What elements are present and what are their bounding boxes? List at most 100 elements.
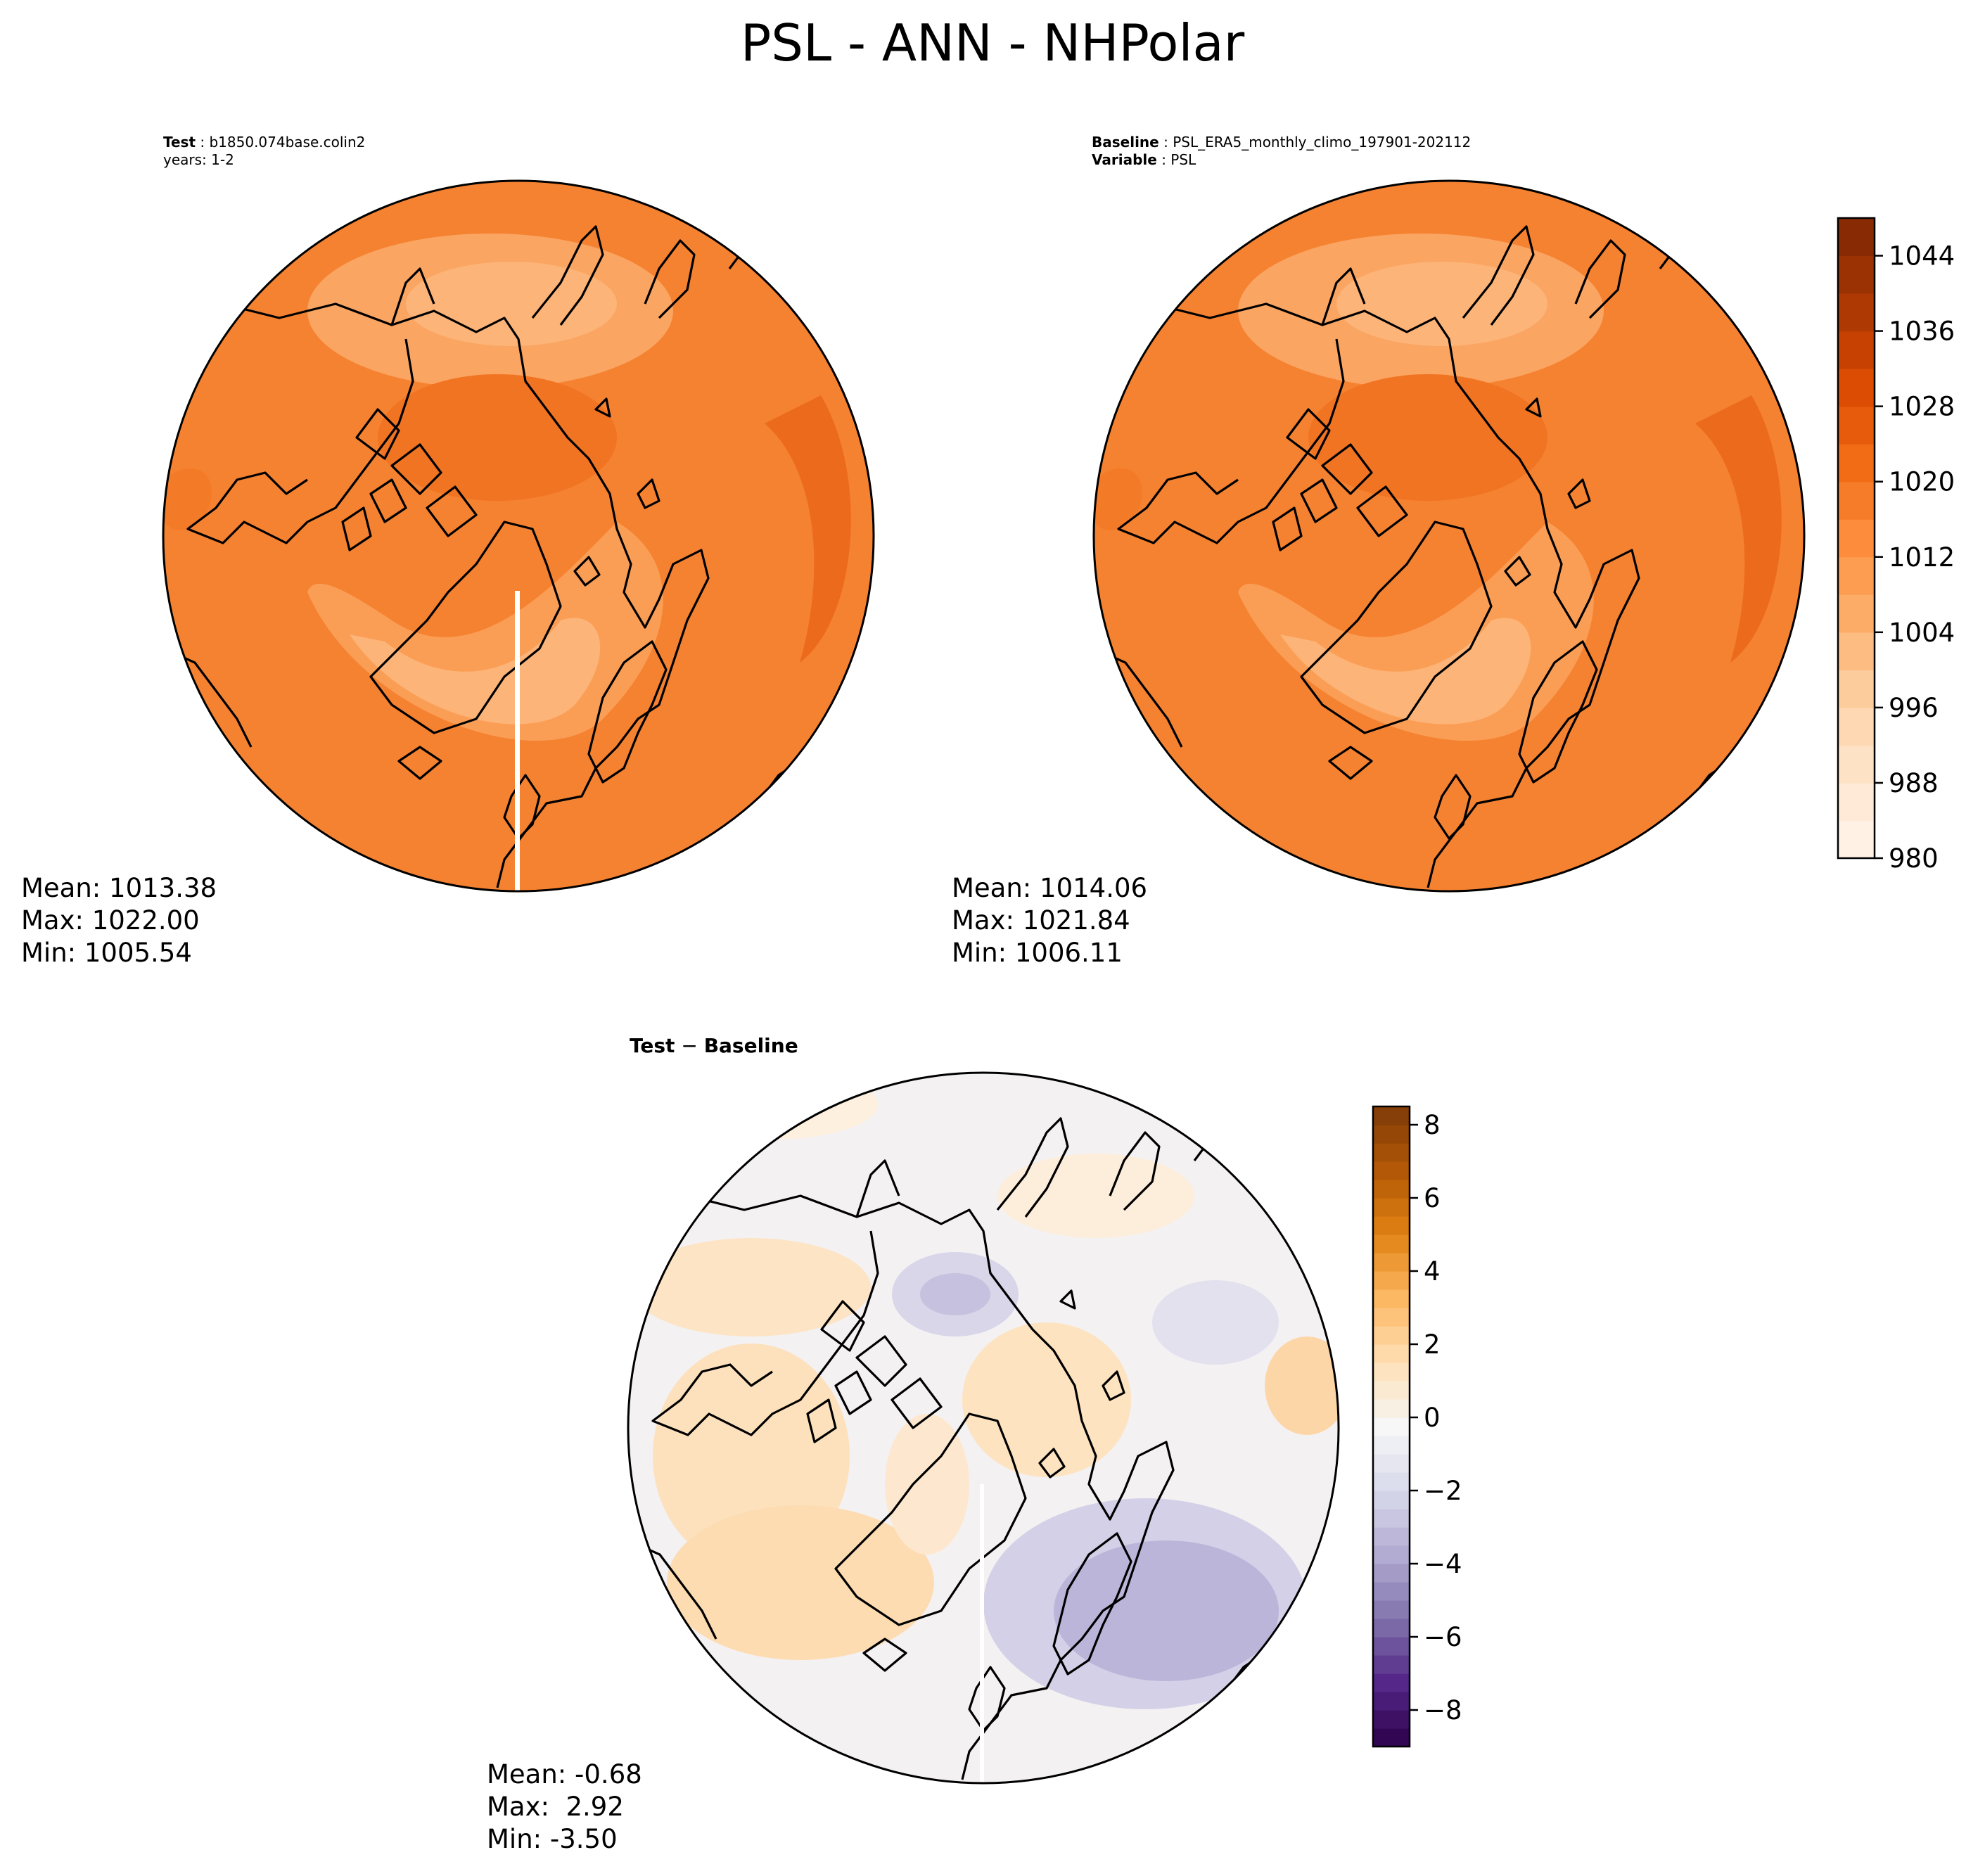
colorbar-difference-band: [1373, 1655, 1410, 1674]
colorbar-difference-band: [1373, 1308, 1410, 1327]
colorbar-difference-band: [1373, 1344, 1410, 1363]
figure-title: PSL - ANN - NHPolar: [740, 13, 1245, 72]
colorbar-absolute-band: [1838, 406, 1875, 445]
baseline-case-name: PSL_ERA5_monthly_climo_197901-202112: [1173, 134, 1472, 151]
baseline-mean: Mean: 1014.06: [952, 873, 1148, 903]
diff-title-operator: −: [675, 1034, 704, 1057]
test-label: Test: [163, 134, 196, 151]
colorbar-difference-band: [1373, 1363, 1410, 1382]
colorbar-absolute-tick-label: 980: [1889, 843, 1939, 874]
colorbar-difference-band: [1373, 1600, 1410, 1619]
colorbar-difference-band: [1373, 1436, 1410, 1455]
colorbar-difference-band: [1373, 1180, 1410, 1199]
colorbar-absolute-band: [1838, 519, 1875, 558]
colorbar-difference-band: [1373, 1198, 1410, 1217]
colorbar-difference-band: [1373, 1673, 1410, 1692]
baseline-label: Baseline: [1092, 134, 1159, 151]
colorbar-absolute-band: [1838, 331, 1875, 369]
colorbar-absolute-tick-label: 988: [1889, 768, 1939, 798]
colorbar-difference-band: [1373, 1692, 1410, 1711]
colorbar-absolute-band: [1838, 632, 1875, 670]
colorbar-difference-band: [1373, 1527, 1410, 1546]
colorbar-difference-band: [1373, 1728, 1410, 1747]
colorbar-difference-tick-label: −8: [1424, 1695, 1462, 1725]
test-max: Max: 1022.00: [21, 905, 200, 936]
colorbar-difference-band: [1373, 1564, 1410, 1583]
colorbar-absolute-tick-label: 1012: [1889, 542, 1955, 573]
colorbar-difference-tick-label: 0: [1424, 1403, 1441, 1433]
colorbar-absolute-tick-label: 1004: [1889, 618, 1955, 648]
colorbar-absolute-band: [1838, 782, 1875, 822]
colorbar-difference-band: [1373, 1326, 1410, 1345]
colorbar-absolute-band: [1838, 293, 1875, 332]
colorbar-difference-band: [1373, 1454, 1410, 1473]
colorbar-absolute-tick-label: 1028: [1889, 392, 1955, 422]
colorbar-absolute-band: [1838, 745, 1875, 784]
test-map-boundary: [162, 179, 875, 893]
colorbar-difference-band: [1373, 1106, 1410, 1125]
baseline-stats: Mean: 1014.06 Max: 1021.84 Min: 1006.11: [952, 872, 1147, 969]
colorbar-difference-band: [1373, 1582, 1410, 1601]
colorbar-difference-band: [1373, 1619, 1410, 1638]
baseline-subtitle: Baseline : PSL_ERA5_monthly_climo_197901…: [1092, 134, 1471, 169]
colorbar-absolute-tick-label: 1044: [1889, 241, 1955, 272]
colorbar-difference-band: [1373, 1161, 1410, 1180]
colorbar-absolute-band: [1838, 218, 1875, 257]
colorbar-difference-tick-label: −2: [1424, 1476, 1462, 1506]
colorbar-absolute-band: [1838, 369, 1875, 407]
test-separator: :: [196, 134, 210, 151]
colorbar-difference-band: [1373, 1125, 1410, 1144]
diff-map: [627, 1071, 1340, 1785]
diff-mean: Mean: -0.68: [487, 1759, 642, 1789]
diff-title-test: Test: [630, 1034, 675, 1057]
colorbar-absolute-band: [1838, 594, 1875, 633]
colorbar-absolute-tick-label: 1020: [1889, 467, 1955, 497]
colorbar-difference-band: [1373, 1143, 1410, 1162]
colorbar-difference-tick-label: 8: [1424, 1110, 1441, 1140]
colorbar-difference-band: [1373, 1710, 1410, 1729]
colorbar-absolute-band: [1838, 255, 1875, 294]
colorbar-absolute-band: [1838, 820, 1875, 859]
colorbar-difference-band: [1373, 1472, 1410, 1491]
diff-min: Min: -3.50: [487, 1824, 618, 1854]
baseline-min: Min: 1006.11: [952, 938, 1123, 968]
colorbar-absolute-tick-label: 996: [1889, 693, 1939, 723]
colorbar-absolute-band: [1838, 556, 1875, 595]
colorbar-difference-frame: [1372, 1105, 1411, 1748]
test-case-name: b1850.074base.colin2: [209, 134, 366, 151]
test-map: [162, 179, 875, 893]
test-years: years: 1-2: [163, 151, 234, 168]
colorbar-absolute-frame: [1837, 217, 1876, 860]
colorbar-difference-band: [1373, 1399, 1410, 1418]
colorbar-difference-tick-label: −4: [1424, 1549, 1462, 1579]
variable-value: PSL: [1170, 151, 1196, 168]
colorbar-absolute-band: [1838, 444, 1875, 483]
colorbar-difference-tick-label: 6: [1424, 1183, 1441, 1213]
baseline-max: Max: 1021.84: [952, 905, 1130, 936]
colorbar-difference-tick-label: 2: [1424, 1329, 1441, 1360]
diff-map-boundary: [627, 1071, 1340, 1785]
colorbar-difference: −8 −6 −4 −2 0 2 4 6 8: [1372, 1105, 1462, 1748]
test-stats: Mean: 1013.38 Max: 1022.00 Min: 1005.54: [21, 872, 217, 969]
colorbar-difference-band: [1373, 1417, 1410, 1436]
variable-label: Variable: [1092, 151, 1157, 168]
colorbar-absolute-tick-label: 1036: [1889, 317, 1955, 347]
colorbar-difference-band: [1373, 1381, 1410, 1400]
colorbar-difference-band: [1373, 1545, 1410, 1564]
colorbar-absolute-band: [1838, 481, 1875, 520]
diff-title-baseline: Baseline: [703, 1034, 798, 1057]
diff-title: Test − Baseline: [630, 1034, 798, 1057]
colorbar-difference-band: [1373, 1509, 1410, 1528]
colorbar-difference-tick-label: 4: [1424, 1256, 1441, 1287]
colorbar-difference-band: [1373, 1253, 1410, 1272]
diff-max: Max: 2.92: [487, 1792, 624, 1822]
colorbar-absolute-band: [1838, 670, 1875, 708]
baseline-map: [1092, 179, 1806, 893]
test-mean: Mean: 1013.38: [21, 873, 217, 903]
test-min: Min: 1005.54: [21, 938, 192, 968]
baseline-map-boundary: [1092, 179, 1806, 893]
colorbar-difference-band: [1373, 1491, 1410, 1510]
colorbar-difference-band: [1373, 1271, 1410, 1290]
diff-stats: Mean: -0.68 Max: 2.92 Min: -3.50: [487, 1759, 642, 1856]
